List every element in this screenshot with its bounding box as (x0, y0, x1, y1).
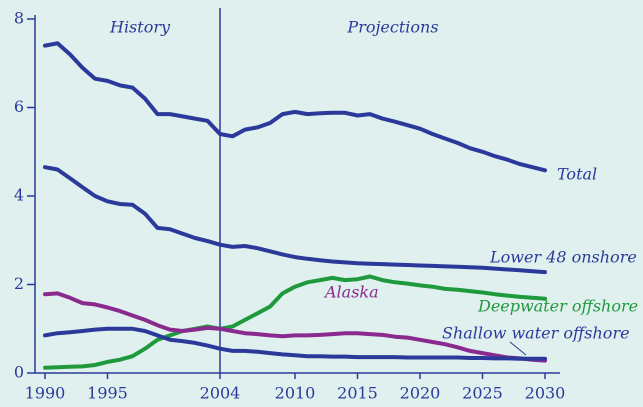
series-line (43, 326, 547, 361)
x-tick-label: 2010 (275, 384, 316, 403)
x-tick-label: 2004 (200, 384, 241, 403)
series-line (43, 41, 547, 173)
x-tick-label: 2025 (462, 384, 503, 403)
x-tick-label: 1990 (25, 384, 66, 403)
series-line (43, 274, 547, 370)
series-label: Deepwater offshore (477, 297, 638, 316)
series-label: Alaska (323, 283, 379, 302)
x-tick-label: 2020 (400, 384, 441, 403)
series-label: Shallow water offshore (442, 324, 630, 343)
y-tick-label: 0 (14, 363, 24, 382)
series-line (43, 165, 547, 275)
x-tick-label: 2015 (337, 384, 378, 403)
x-tick-label: 1995 (87, 384, 128, 403)
y-tick-label: 4 (14, 186, 24, 205)
series-line (43, 291, 547, 363)
y-tick-label: 8 (14, 9, 24, 28)
x-tick-label: 2030 (525, 384, 566, 403)
series-label: Lower 48 onshore (489, 248, 637, 267)
y-tick-label: 2 (14, 274, 24, 293)
y-tick-label: 6 (14, 97, 24, 116)
projections-label: Projections (346, 18, 438, 37)
leader-line (509, 341, 527, 356)
series-label: Total (557, 165, 597, 184)
history-label: History (109, 18, 171, 37)
